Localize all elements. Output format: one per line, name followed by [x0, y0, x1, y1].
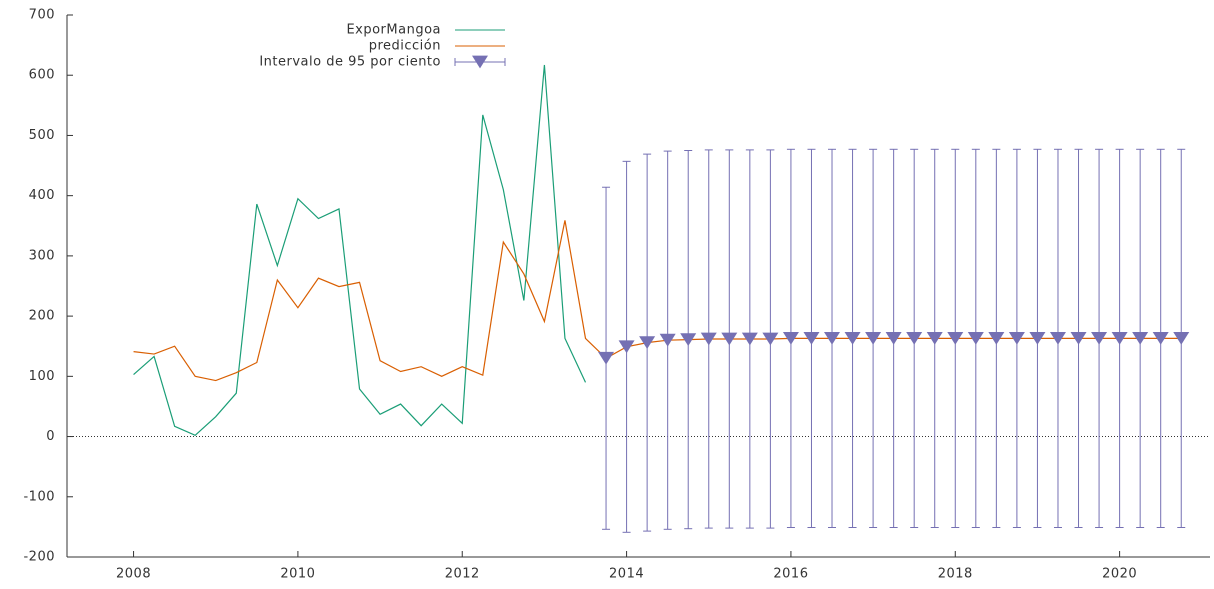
x-tick-label: 2020	[1102, 567, 1137, 582]
y-tick-label: -200	[23, 550, 55, 565]
x-tick-label: 2012	[445, 567, 480, 582]
legend-label: Intervalo de 95 por ciento	[259, 55, 441, 70]
y-tick-label: 500	[29, 128, 55, 143]
y-tick-label: 600	[29, 68, 55, 83]
marker	[988, 331, 1005, 345]
marker	[1008, 331, 1025, 345]
legend-label: predicción	[369, 39, 441, 54]
marker	[1152, 331, 1169, 345]
marker	[967, 331, 984, 345]
y-tick-label: 100	[29, 369, 55, 384]
marker	[1070, 331, 1087, 345]
marker	[1091, 331, 1108, 345]
marker	[700, 332, 717, 346]
marker	[598, 351, 615, 365]
marker	[906, 331, 923, 345]
marker	[885, 331, 902, 345]
marker	[824, 331, 841, 345]
marker	[844, 331, 861, 345]
marker	[659, 333, 676, 347]
marker	[762, 332, 779, 346]
marker	[1132, 331, 1149, 345]
x-tick-label: 2008	[116, 567, 151, 582]
marker	[721, 332, 738, 346]
marker	[639, 336, 656, 350]
y-tick-label: -100	[23, 489, 55, 504]
marker	[1029, 331, 1046, 345]
marker	[1049, 331, 1066, 345]
marker	[865, 331, 882, 345]
y-tick-label: 300	[29, 248, 55, 263]
marker	[803, 331, 820, 345]
x-tick-label: 2016	[773, 567, 808, 582]
x-tick-label: 2010	[280, 567, 315, 582]
line	[133, 220, 1182, 382]
marker	[1111, 331, 1128, 345]
marker	[947, 331, 964, 345]
x-tick-label: 2018	[938, 567, 973, 582]
legend-swatch	[472, 55, 488, 69]
marker	[782, 331, 799, 345]
marker	[1173, 331, 1190, 345]
x-tick-label: 2014	[609, 567, 644, 582]
y-tick-label: 700	[29, 8, 55, 23]
marker	[926, 331, 943, 345]
y-tick-label: 0	[46, 429, 55, 444]
line	[133, 64, 587, 437]
y-tick-label: 200	[29, 309, 55, 324]
marker	[618, 340, 635, 354]
marker	[741, 332, 758, 346]
y-tick-label: 400	[29, 188, 55, 203]
marker	[680, 333, 697, 346]
legend-label: ExporMangoa	[346, 23, 441, 38]
